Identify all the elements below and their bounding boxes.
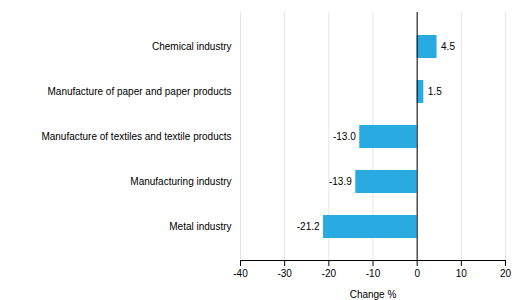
svg-text:Chemical industry: Chemical industry: [152, 41, 231, 52]
svg-text:-13.0: -13.0: [333, 131, 356, 142]
svg-text:1.5: 1.5: [428, 86, 442, 97]
svg-text:-21.2: -21.2: [297, 221, 320, 232]
svg-text:-30: -30: [277, 268, 292, 279]
svg-text:10: 10: [456, 268, 468, 279]
svg-text:Change %: Change %: [350, 289, 397, 300]
svg-text:-40: -40: [233, 268, 248, 279]
svg-text:-20: -20: [322, 268, 337, 279]
svg-text:Manufacture of paper and paper: Manufacture of paper and paper products: [47, 86, 231, 97]
svg-text:Manufacturing industry: Manufacturing industry: [130, 176, 231, 187]
svg-text:-10: -10: [366, 268, 381, 279]
svg-text:Manufacture of textiles and te: Manufacture of textiles and textile prod…: [41, 131, 231, 142]
svg-text:Metal industry: Metal industry: [169, 221, 231, 232]
svg-text:0: 0: [414, 268, 420, 279]
svg-text:20: 20: [500, 268, 512, 279]
svg-text:-13.9: -13.9: [329, 176, 352, 187]
svg-text:4.5: 4.5: [441, 41, 455, 52]
